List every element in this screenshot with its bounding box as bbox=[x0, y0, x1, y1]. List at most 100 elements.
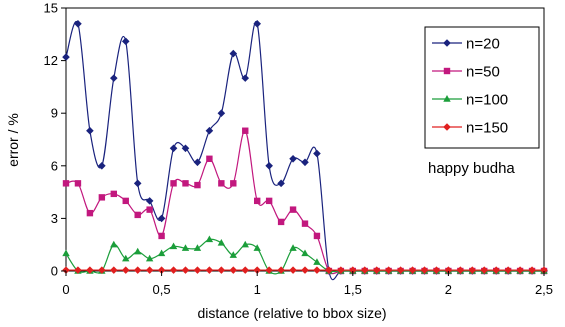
data-point bbox=[313, 266, 321, 274]
data-point bbox=[242, 127, 249, 134]
y-tick-label: 6 bbox=[51, 158, 58, 173]
data-point bbox=[98, 162, 106, 170]
data-point bbox=[133, 266, 142, 274]
series-layer bbox=[62, 19, 548, 281]
data-point bbox=[169, 242, 178, 250]
data-point bbox=[158, 232, 165, 240]
data-point bbox=[277, 266, 285, 274]
data-point bbox=[170, 180, 177, 187]
data-point bbox=[301, 158, 309, 167]
legend-label: n=150 bbox=[466, 120, 508, 137]
data-point bbox=[313, 149, 321, 158]
data-point bbox=[301, 249, 309, 257]
legend-entry: n=20 bbox=[432, 36, 500, 53]
data-point bbox=[241, 74, 250, 82]
x-tick-label: 2 bbox=[445, 282, 452, 297]
data-point bbox=[229, 251, 237, 258]
data-point bbox=[74, 266, 82, 274]
data-point bbox=[181, 144, 190, 153]
legend-box bbox=[424, 26, 540, 149]
data-point bbox=[289, 154, 297, 163]
data-point bbox=[74, 19, 82, 28]
data-point bbox=[169, 266, 178, 274]
data-point bbox=[205, 266, 214, 274]
data-point bbox=[134, 247, 142, 255]
legend-swatch-marker bbox=[443, 95, 451, 102]
legend-label: n=100 bbox=[466, 92, 508, 109]
data-point bbox=[277, 179, 285, 188]
data-point bbox=[98, 194, 106, 201]
data-point bbox=[301, 266, 309, 274]
data-point bbox=[121, 266, 130, 274]
data-point bbox=[157, 214, 166, 223]
data-point bbox=[289, 206, 297, 213]
data-point bbox=[337, 266, 345, 274]
data-point bbox=[516, 266, 524, 274]
data-point bbox=[62, 53, 70, 61]
data-point bbox=[145, 254, 154, 262]
data-point bbox=[325, 266, 333, 274]
data-point bbox=[218, 180, 225, 187]
data-point bbox=[193, 244, 202, 251]
data-point bbox=[265, 197, 273, 205]
data-point bbox=[253, 266, 261, 274]
y-tick-label: 3 bbox=[51, 211, 58, 226]
data-point bbox=[253, 19, 261, 28]
y-tick-label: 9 bbox=[51, 106, 58, 121]
data-point bbox=[205, 126, 214, 135]
data-point bbox=[408, 266, 417, 274]
data-point bbox=[265, 266, 273, 274]
y-axis-label: error / % bbox=[5, 113, 21, 167]
data-point bbox=[157, 249, 166, 257]
data-point bbox=[360, 266, 369, 274]
series-n-150 bbox=[62, 266, 548, 274]
data-point bbox=[62, 180, 70, 187]
legend-label: n=50 bbox=[466, 64, 500, 81]
data-point bbox=[313, 232, 321, 240]
data-point bbox=[468, 266, 477, 274]
data-point bbox=[301, 220, 309, 227]
y-tick-label: 15 bbox=[44, 1, 58, 16]
legend-label: n=20 bbox=[466, 36, 500, 53]
data-point bbox=[122, 254, 130, 262]
data-point bbox=[313, 258, 321, 265]
data-point bbox=[157, 266, 166, 274]
x-tick-label: 1 bbox=[254, 282, 261, 297]
legend-swatch-marker bbox=[443, 67, 451, 75]
legend-swatch-marker bbox=[443, 39, 451, 47]
data-point bbox=[194, 181, 201, 189]
x-tick-label: 0 bbox=[62, 282, 69, 297]
x-axis-label: distance (relative to bbox size) bbox=[197, 305, 386, 321]
data-point bbox=[206, 155, 213, 162]
data-point bbox=[504, 266, 512, 274]
data-point bbox=[121, 37, 130, 46]
y-tick-label: 12 bbox=[44, 53, 58, 68]
data-point bbox=[528, 266, 536, 274]
chart-annotation: happy budha bbox=[428, 160, 515, 177]
data-point bbox=[277, 218, 285, 226]
data-point bbox=[122, 197, 129, 205]
data-point bbox=[181, 266, 190, 274]
data-point bbox=[420, 266, 429, 274]
data-point bbox=[62, 266, 70, 274]
data-point bbox=[241, 266, 250, 274]
data-point bbox=[145, 197, 154, 205]
data-point bbox=[98, 266, 106, 274]
x-tick-label: 1,5 bbox=[344, 282, 362, 297]
data-point bbox=[193, 158, 202, 167]
data-point bbox=[146, 206, 153, 213]
data-point bbox=[169, 144, 178, 153]
data-point bbox=[480, 266, 489, 274]
data-point bbox=[540, 266, 548, 274]
data-point bbox=[110, 74, 118, 82]
data-point bbox=[456, 266, 465, 274]
data-point bbox=[241, 240, 249, 248]
data-point bbox=[86, 209, 94, 217]
axes-layer: 0 3 6 9 12 15 0 0,5 1 1,5 2 2,5 bbox=[44, 1, 554, 298]
data-point bbox=[289, 244, 297, 251]
data-point bbox=[265, 162, 273, 170]
data-point bbox=[74, 180, 82, 187]
legend: n=20 n=50 n=100 n=150 bbox=[424, 26, 540, 149]
data-point bbox=[181, 244, 190, 251]
data-point bbox=[133, 179, 142, 188]
